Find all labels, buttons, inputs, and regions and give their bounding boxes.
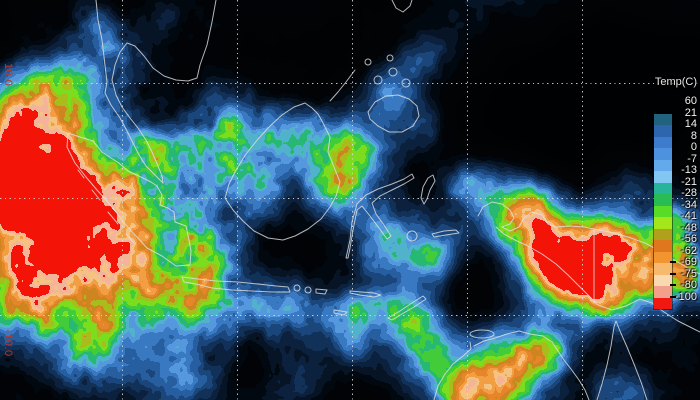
island <box>386 54 394 62</box>
grid-parallel <box>0 83 700 84</box>
legend-tick-label: -21 <box>681 175 697 188</box>
legend-color-segment <box>654 251 672 264</box>
legend-color-segment <box>654 136 672 149</box>
coastline-path <box>473 330 590 400</box>
legend-tick-label: -62 <box>681 244 697 257</box>
legend-color-segment <box>654 274 672 287</box>
legend-tick-label: -28 <box>681 187 697 200</box>
coastline-path <box>181 276 291 293</box>
legend-color-segment <box>654 217 672 229</box>
legend-color-segment <box>654 159 672 172</box>
latitude-label-10n: 10.0 <box>2 63 14 87</box>
legend-tick-label: 14 <box>684 118 697 131</box>
coastline-path <box>391 0 413 13</box>
island <box>293 284 301 292</box>
legend-color-bar <box>653 112 673 311</box>
coastline-path <box>431 229 460 238</box>
legend-color-segment <box>654 125 672 137</box>
island <box>304 286 312 294</box>
legend-tick-label: -56 <box>681 233 697 246</box>
coastline-path <box>77 169 135 244</box>
legend-color-segment <box>654 297 672 310</box>
legend-color-segment <box>654 228 672 241</box>
island <box>388 67 398 77</box>
legend-tick-mark <box>670 272 676 275</box>
legend-tick-mark <box>670 261 676 264</box>
legend-tick-label: 60 <box>684 95 697 107</box>
legend-tick-label: -13 <box>681 164 697 177</box>
coastline-path <box>329 69 356 102</box>
coastline-path <box>433 341 472 400</box>
grid-parallel <box>0 198 700 199</box>
legend-tick-label: -100 <box>674 291 697 303</box>
coastline-path <box>126 0 217 82</box>
legend-tick-label: -80 <box>681 279 697 292</box>
legend-tick-label: -75 <box>681 267 697 280</box>
legend-tick-label: 8 <box>690 129 697 142</box>
legend-color-segment <box>654 263 672 275</box>
island <box>373 75 383 85</box>
coastline-path <box>95 0 164 184</box>
coastline-path <box>387 295 427 321</box>
island <box>406 230 418 242</box>
grid-parallel <box>0 315 700 316</box>
legend-color-segment <box>654 182 672 195</box>
legend-color-segment <box>654 148 672 160</box>
coastline-path <box>367 94 420 133</box>
island <box>364 58 372 66</box>
grid-meridian <box>237 0 238 400</box>
legend-tick-label: 0 <box>690 141 697 154</box>
coastline-path <box>349 290 382 298</box>
coastline-path <box>345 173 415 259</box>
legend-color-segment <box>654 240 672 252</box>
legend-tick-mark <box>670 284 676 287</box>
legend-color-segment <box>654 286 672 298</box>
coastline-paths <box>66 0 700 400</box>
legend-color-segment <box>654 171 672 183</box>
coastline-path <box>224 102 341 241</box>
coastline-path <box>596 320 648 400</box>
grid-meridian <box>582 0 583 400</box>
coastline-path <box>315 288 328 295</box>
coastline-path <box>111 42 164 184</box>
legend-tick-mark <box>670 296 676 298</box>
legend-tick-label: -41 <box>681 210 697 223</box>
grid-meridian <box>352 0 353 400</box>
legend-tick-label: -48 <box>681 221 697 234</box>
grid-meridian <box>467 0 468 400</box>
latitude-label-10s: -10.0 <box>2 329 14 357</box>
coastline-path <box>477 201 700 275</box>
coastline-path <box>495 226 700 333</box>
legend-color-segment <box>654 205 672 218</box>
legend-tick-label: 21 <box>684 106 697 119</box>
coastline-path <box>66 132 192 267</box>
grid-meridian <box>122 0 123 400</box>
coastline-path <box>420 174 436 205</box>
island <box>469 329 495 339</box>
legend-color-segment <box>654 113 672 126</box>
legend-title: Temp(C) <box>654 76 697 88</box>
legend-tick-label: -7 <box>687 152 697 165</box>
legend-tick-label: -69 <box>681 256 697 269</box>
legend-color-segment <box>654 194 672 206</box>
legend-tick-label: -34 <box>681 198 697 211</box>
